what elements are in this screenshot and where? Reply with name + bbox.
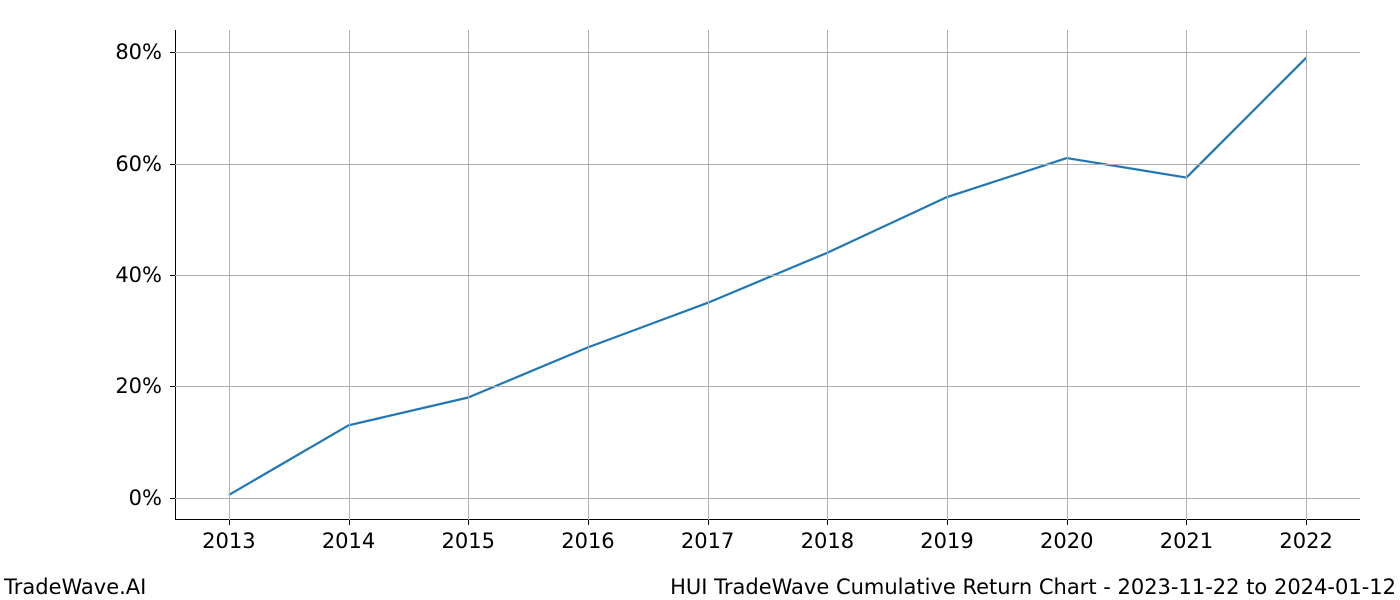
y-tick xyxy=(170,52,175,53)
x-tick xyxy=(468,520,469,525)
x-tick xyxy=(827,520,828,525)
x-tick-label: 2013 xyxy=(202,529,255,553)
x-tick-label: 2019 xyxy=(920,529,973,553)
y-tick-label: 60% xyxy=(0,152,162,176)
chart-container: TradeWave.AI HUI TradeWave Cumulative Re… xyxy=(0,0,1400,600)
x-tick-label: 2018 xyxy=(801,529,854,553)
x-tick xyxy=(1067,520,1068,525)
x-tick xyxy=(349,520,350,525)
y-tick xyxy=(170,275,175,276)
x-tick-label: 2015 xyxy=(442,529,495,553)
x-tick-label: 2017 xyxy=(681,529,734,553)
x-tick xyxy=(229,520,230,525)
y-tick-label: 40% xyxy=(0,263,162,287)
y-tick xyxy=(170,498,175,499)
line-chart-svg xyxy=(0,0,1400,600)
x-tick-label: 2014 xyxy=(322,529,375,553)
x-tick xyxy=(1306,520,1307,525)
x-tick-label: 2022 xyxy=(1279,529,1332,553)
gridline-horizontal xyxy=(175,275,1360,276)
x-tick xyxy=(947,520,948,525)
x-tick xyxy=(708,520,709,525)
x-tick-label: 2020 xyxy=(1040,529,1093,553)
gridline-horizontal xyxy=(175,386,1360,387)
x-tick xyxy=(588,520,589,525)
y-tick xyxy=(170,386,175,387)
y-tick-label: 80% xyxy=(0,40,162,64)
gridline-horizontal xyxy=(175,52,1360,53)
cumulative-return-line xyxy=(229,58,1306,495)
y-tick-label: 20% xyxy=(0,374,162,398)
gridline-horizontal xyxy=(175,498,1360,499)
x-tick-label: 2021 xyxy=(1160,529,1213,553)
x-tick xyxy=(1186,520,1187,525)
y-tick-label: 0% xyxy=(0,486,162,510)
y-tick xyxy=(170,164,175,165)
gridline-horizontal xyxy=(175,164,1360,165)
footer-brand: TradeWave.AI xyxy=(4,575,146,599)
x-tick-label: 2016 xyxy=(561,529,614,553)
footer-caption: HUI TradeWave Cumulative Return Chart - … xyxy=(670,575,1396,599)
